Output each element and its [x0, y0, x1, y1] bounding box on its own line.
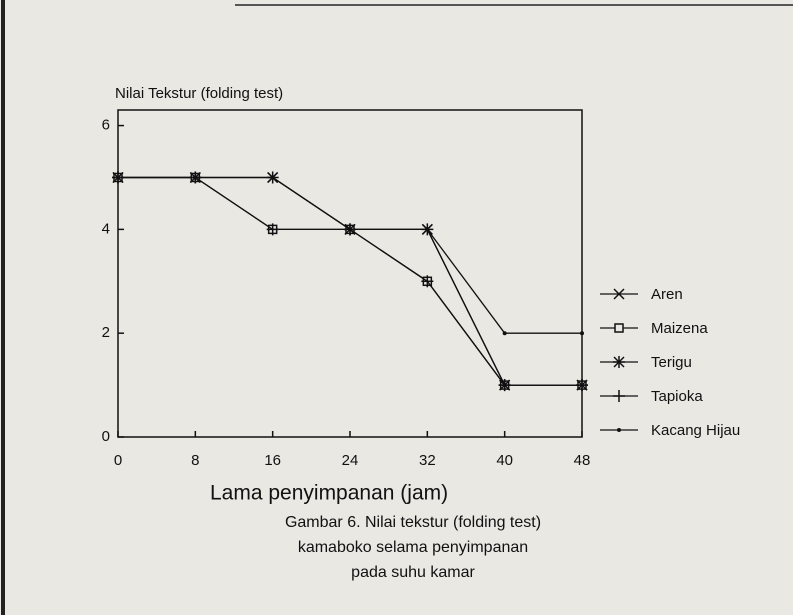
- marker: [270, 175, 275, 180]
- legend-label: Tapioka: [651, 388, 703, 405]
- legend-label: Maizena: [651, 320, 708, 337]
- marker-dot: [425, 227, 430, 232]
- caption: pada suhu kamar: [351, 564, 475, 581]
- marker: [498, 379, 511, 392]
- caption: Gambar 6. Nilai tekstur (folding test): [285, 514, 541, 531]
- y-tick-label: 6: [102, 117, 110, 134]
- legend-label: Kacang Hijau: [651, 422, 740, 439]
- y-tick-label: 0: [102, 428, 110, 445]
- x-tick-label: 8: [191, 452, 199, 469]
- x-tick-label: 16: [264, 452, 281, 469]
- marker: [617, 428, 621, 432]
- marker-dot: [617, 428, 621, 432]
- marker-dot: [270, 175, 275, 180]
- x-tick-label: 40: [496, 452, 513, 469]
- x-tick-label: 48: [574, 452, 591, 469]
- marker: [502, 331, 507, 336]
- y-tick-label: 4: [102, 220, 110, 237]
- legend-label: Terigu: [651, 354, 692, 371]
- marker-dot: [116, 175, 120, 180]
- x-tick-label: 32: [419, 452, 436, 469]
- marker-stroke: [613, 288, 625, 300]
- x-tick-label: 24: [342, 452, 359, 469]
- marker-dot: [580, 331, 584, 336]
- marker: [613, 288, 625, 300]
- x-axis-label: Lama penyimpanan (jam): [210, 482, 448, 505]
- marker: [613, 356, 625, 368]
- marker: [425, 227, 430, 232]
- caption: kamaboko selama penyimpanan: [298, 539, 528, 556]
- marker: [266, 223, 279, 236]
- marker-dot: [348, 227, 352, 232]
- y-axis-label: Nilai Tekstur (folding test): [115, 85, 283, 102]
- y-tick-label: 2: [102, 324, 110, 341]
- marker: [614, 323, 624, 333]
- marker-dot: [502, 331, 507, 336]
- marker: [613, 390, 625, 402]
- marker-square: [614, 323, 624, 333]
- marker: [421, 275, 434, 288]
- marker: [348, 227, 352, 232]
- marker: [580, 331, 584, 336]
- marker: [116, 175, 120, 180]
- marker: [576, 379, 588, 392]
- legend-label: Aren: [651, 286, 683, 303]
- marker-dot: [193, 175, 198, 180]
- marker: [193, 175, 198, 180]
- x-tick-label: 0: [114, 452, 122, 469]
